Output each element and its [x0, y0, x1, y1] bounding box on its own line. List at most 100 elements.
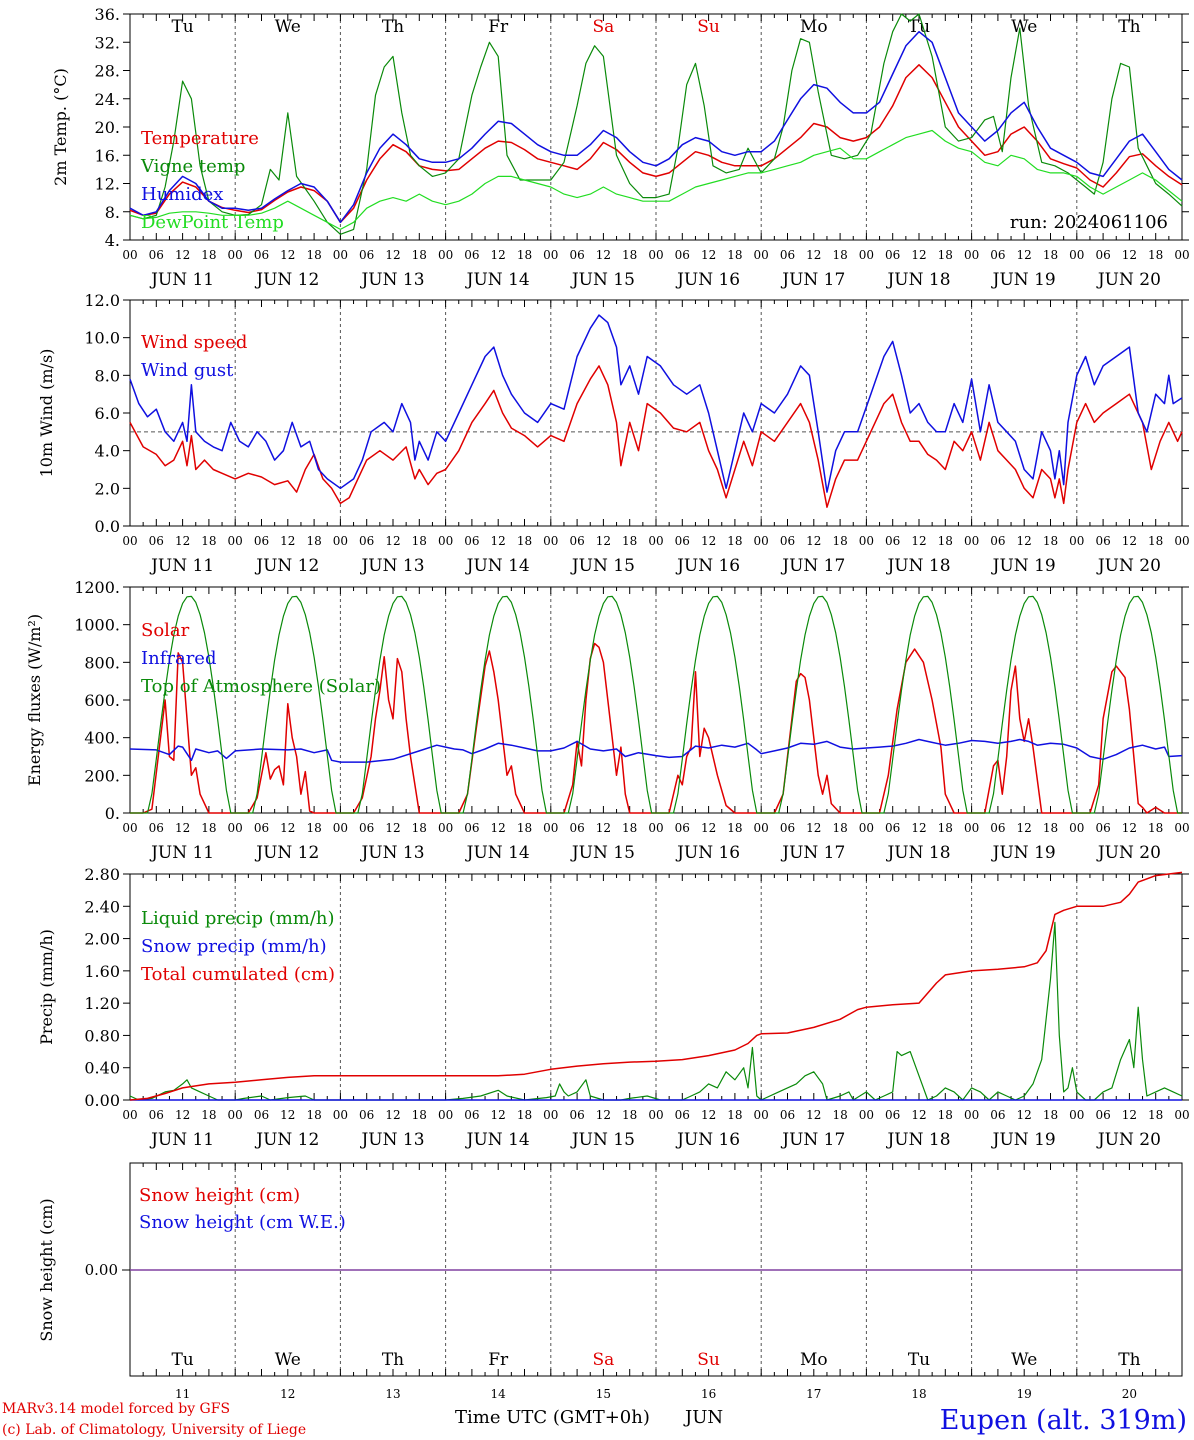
- hour-label: 06: [359, 821, 374, 835]
- hour-label: 12: [701, 248, 716, 262]
- date-label: JUN 12: [254, 270, 319, 290]
- hour-label: 00: [1174, 248, 1189, 262]
- hour-label: 00: [122, 534, 137, 548]
- hour-label: 00: [754, 248, 769, 262]
- hour-label: 18: [938, 248, 953, 262]
- date-label: JUN 17: [780, 1130, 845, 1150]
- y-tick-label: 1000.: [74, 616, 120, 635]
- hour-label: 06: [990, 821, 1005, 835]
- x-axis-labels: 00 06 12 18 00 06 12 18 00 06 12 18 00 06 12 18 00 06 12 18…: [122, 1108, 1189, 1150]
- hour-label: 06: [464, 821, 479, 835]
- hour-label: 06: [675, 1108, 690, 1122]
- y-tick-label: 20.: [95, 118, 120, 137]
- date-label: JUN 11: [149, 1130, 214, 1150]
- date-label: JUN 18: [885, 270, 950, 290]
- series-wind-speed: [129, 365, 1183, 508]
- hour-label: 06: [149, 821, 164, 835]
- hour-label: 12: [806, 534, 821, 548]
- day-number-label: 13: [385, 1387, 400, 1401]
- x-axis-title: Time UTC (GMT+0h): [455, 1407, 650, 1428]
- hour-label: 12: [806, 821, 821, 835]
- hour-label: 18: [622, 534, 637, 548]
- y-tick-label: 800.: [84, 653, 120, 672]
- hour-label: 00: [648, 821, 663, 835]
- hour-label: 06: [359, 248, 374, 262]
- y-axis-label: Precip (mm/h): [37, 929, 56, 1045]
- y-axis-label: 2m Temp. (°C): [51, 68, 70, 186]
- date-label: JUN 20: [1096, 843, 1161, 863]
- hour-label: 06: [675, 534, 690, 548]
- y-tick-label: 1200.: [74, 578, 120, 597]
- hour-label: 00: [859, 534, 874, 548]
- day-number-label: 11: [175, 1387, 190, 1401]
- hour-label: 00: [1174, 534, 1189, 548]
- date-label: JUN 13: [359, 556, 424, 576]
- hour-label: 06: [464, 534, 479, 548]
- hour-label: 12: [1122, 1108, 1137, 1122]
- weekday-label: Fr: [488, 17, 509, 37]
- y-axis-label: Snow height (cm): [37, 1198, 56, 1341]
- legend-infrared: Infrared: [141, 648, 216, 669]
- y-tick-label: 24.: [95, 90, 120, 109]
- legend-snow-height-we: Snow height (cm W.E.): [139, 1212, 346, 1233]
- hour-label: 00: [228, 821, 243, 835]
- hour-label: 18: [727, 1108, 742, 1122]
- hour-label: 12: [175, 1108, 190, 1122]
- hour-label: 06: [780, 1108, 795, 1122]
- hour-label: 06: [254, 1108, 269, 1122]
- date-label: JUN 14: [465, 1130, 530, 1150]
- y-tick-label: 12.: [95, 175, 120, 194]
- day-separators: [234, 300, 1078, 526]
- y-tick-label: 2.00: [84, 930, 120, 949]
- legend-temperature: Temperature: [141, 128, 259, 149]
- hour-label: 18: [201, 248, 216, 262]
- date-label: JUN 16: [675, 1130, 740, 1150]
- date-label: JUN 20: [1096, 556, 1161, 576]
- y-axis-ticks: 0.00 0.40 0.80 1.20 1.60 2.00 2.40 2.80: [84, 865, 1189, 1110]
- series-wind-gust: [129, 314, 1183, 493]
- y-tick-label: 400.: [84, 729, 120, 748]
- hour-label: 12: [175, 248, 190, 262]
- hour-label: 00: [438, 821, 453, 835]
- hour-label: 06: [569, 1108, 584, 1122]
- hour-label: 00: [964, 248, 979, 262]
- y-tick-label: 4.0: [95, 442, 120, 461]
- weekday-label: Tu: [171, 1350, 193, 1370]
- weekday-label: We: [1011, 1350, 1037, 1370]
- weekday-label: We: [1011, 17, 1037, 37]
- date-label: JUN 17: [780, 843, 845, 863]
- hour-label: 00: [648, 248, 663, 262]
- hour-label: 12: [385, 1108, 400, 1122]
- hour-label: 18: [727, 821, 742, 835]
- hour-label: 06: [780, 248, 795, 262]
- hour-label: 12: [596, 248, 611, 262]
- legend-toa-solar: Top of Atmosphere (Solar): [141, 676, 381, 697]
- date-label: JUN 20: [1096, 270, 1161, 290]
- day-number-label: 16: [701, 1387, 716, 1401]
- legend-total-cumulated: Total cumulated (cm): [141, 964, 335, 985]
- credit-line-1: MARv3.14 model forced by GFS: [2, 1401, 230, 1417]
- hour-label: 06: [885, 248, 900, 262]
- hour-label: 00: [964, 534, 979, 548]
- hour-label: 12: [385, 534, 400, 548]
- hour-label: 06: [1095, 248, 1110, 262]
- y-tick-label: 200.: [84, 766, 120, 785]
- y-tick-label: 0.80: [84, 1026, 120, 1045]
- hour-label: 12: [1017, 248, 1032, 262]
- hour-label: 06: [254, 534, 269, 548]
- hour-label: 18: [1043, 821, 1058, 835]
- y-tick-label: 8.0: [95, 366, 120, 385]
- hour-label: 12: [701, 534, 716, 548]
- weekday-label: Th: [1118, 1350, 1140, 1370]
- hour-label: 12: [175, 821, 190, 835]
- hour-label: 06: [569, 821, 584, 835]
- y-axis-label: 10m Wind (m/s): [37, 349, 56, 478]
- credit-line-2: (c) Lab. of Climatology, University of L…: [2, 1422, 306, 1438]
- date-label: JUN 11: [149, 270, 214, 290]
- hour-label: 18: [1148, 534, 1163, 548]
- y-tick-label: 2.40: [84, 897, 120, 916]
- hour-label: 06: [569, 534, 584, 548]
- y-axis-label: Energy fluxes (W/m²): [25, 614, 44, 786]
- hour-label: 12: [1017, 821, 1032, 835]
- hour-label: 06: [464, 248, 479, 262]
